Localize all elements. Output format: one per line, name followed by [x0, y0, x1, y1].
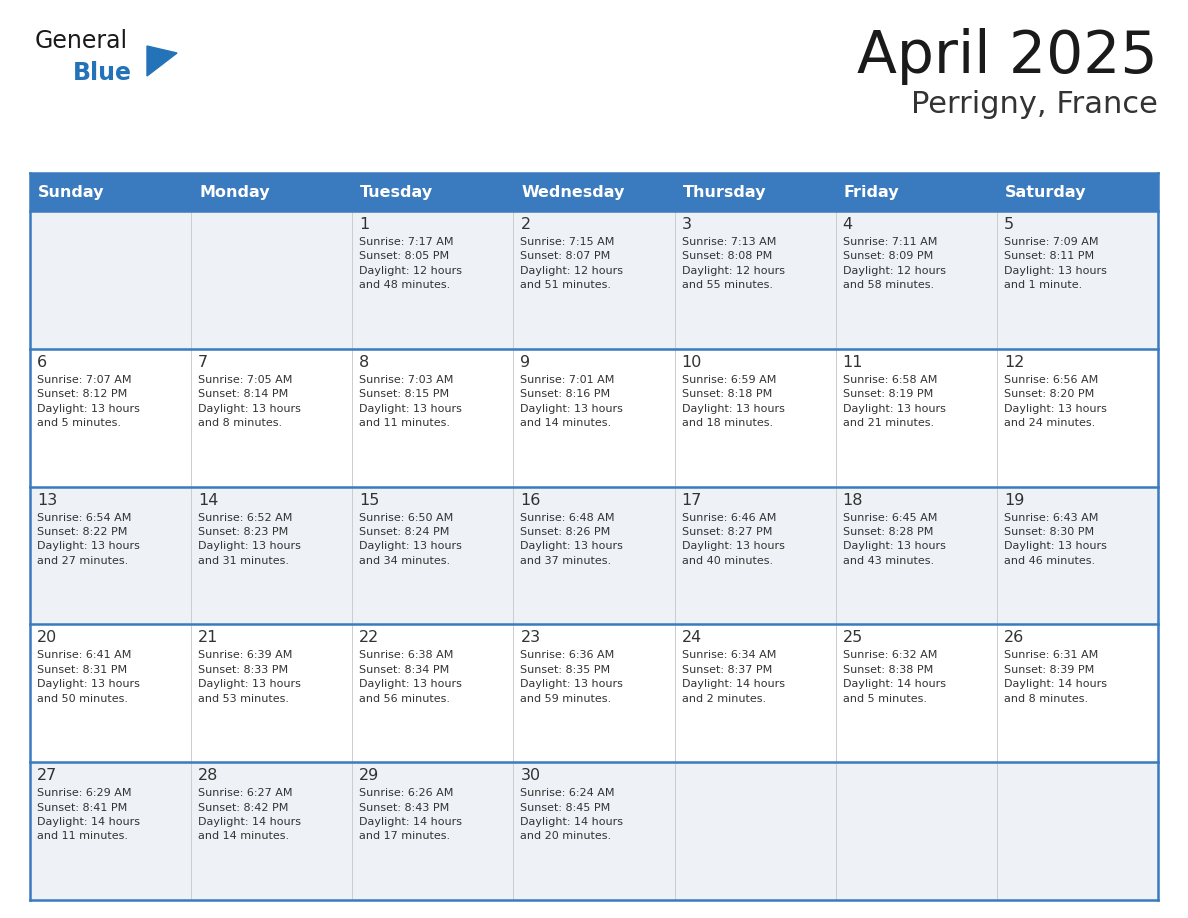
Text: 5: 5	[1004, 217, 1015, 232]
Text: Sunrise: 7:07 AM
Sunset: 8:12 PM
Daylight: 13 hours
and 5 minutes.: Sunrise: 7:07 AM Sunset: 8:12 PM Dayligh…	[37, 375, 140, 428]
Bar	[30, 487, 1158, 624]
Text: 11: 11	[842, 354, 864, 370]
Text: Sunrise: 7:13 AM
Sunset: 8:08 PM
Daylight: 12 hours
and 55 minutes.: Sunrise: 7:13 AM Sunset: 8:08 PM Dayligh…	[682, 237, 784, 290]
Text: 13: 13	[37, 493, 57, 508]
Text: Sunrise: 6:43 AM
Sunset: 8:30 PM
Daylight: 13 hours
and 46 minutes.: Sunrise: 6:43 AM Sunset: 8:30 PM Dayligh…	[1004, 512, 1107, 565]
Text: 6: 6	[37, 354, 48, 370]
Text: 18: 18	[842, 493, 864, 508]
Text: 29: 29	[359, 768, 379, 783]
Bar	[30, 624, 1158, 762]
Text: 3: 3	[682, 217, 691, 232]
Text: 12: 12	[1004, 354, 1024, 370]
Text: Sunrise: 6:32 AM
Sunset: 8:38 PM
Daylight: 14 hours
and 5 minutes.: Sunrise: 6:32 AM Sunset: 8:38 PM Dayligh…	[842, 650, 946, 703]
Text: 19: 19	[1004, 493, 1024, 508]
Text: 20: 20	[37, 631, 57, 645]
Text: 7: 7	[198, 354, 208, 370]
Text: 26: 26	[1004, 631, 1024, 645]
Text: Sunrise: 6:41 AM
Sunset: 8:31 PM
Daylight: 13 hours
and 50 minutes.: Sunrise: 6:41 AM Sunset: 8:31 PM Dayligh…	[37, 650, 140, 703]
Text: 21: 21	[198, 631, 219, 645]
Text: Saturday: Saturday	[1005, 185, 1086, 199]
Text: Sunrise: 6:34 AM
Sunset: 8:37 PM
Daylight: 14 hours
and 2 minutes.: Sunrise: 6:34 AM Sunset: 8:37 PM Dayligh…	[682, 650, 784, 703]
Text: 25: 25	[842, 631, 862, 645]
Text: Sunrise: 7:09 AM
Sunset: 8:11 PM
Daylight: 13 hours
and 1 minute.: Sunrise: 7:09 AM Sunset: 8:11 PM Dayligh…	[1004, 237, 1107, 290]
Bar	[30, 173, 1158, 211]
Polygon shape	[147, 46, 177, 76]
Text: 8: 8	[359, 354, 369, 370]
Text: 1: 1	[359, 217, 369, 232]
Text: Thursday: Thursday	[683, 185, 766, 199]
Text: 30: 30	[520, 768, 541, 783]
Bar	[30, 211, 1158, 349]
Text: 28: 28	[198, 768, 219, 783]
Text: Sunrise: 6:46 AM
Sunset: 8:27 PM
Daylight: 13 hours
and 40 minutes.: Sunrise: 6:46 AM Sunset: 8:27 PM Dayligh…	[682, 512, 784, 565]
Text: Sunrise: 6:36 AM
Sunset: 8:35 PM
Daylight: 13 hours
and 59 minutes.: Sunrise: 6:36 AM Sunset: 8:35 PM Dayligh…	[520, 650, 624, 703]
Text: Sunrise: 6:59 AM
Sunset: 8:18 PM
Daylight: 13 hours
and 18 minutes.: Sunrise: 6:59 AM Sunset: 8:18 PM Dayligh…	[682, 375, 784, 428]
Text: Blue: Blue	[72, 61, 132, 85]
Text: 14: 14	[198, 493, 219, 508]
Text: 16: 16	[520, 493, 541, 508]
Text: Friday: Friday	[843, 185, 899, 199]
Text: Sunrise: 7:11 AM
Sunset: 8:09 PM
Daylight: 12 hours
and 58 minutes.: Sunrise: 7:11 AM Sunset: 8:09 PM Dayligh…	[842, 237, 946, 290]
Text: Sunrise: 6:56 AM
Sunset: 8:20 PM
Daylight: 13 hours
and 24 minutes.: Sunrise: 6:56 AM Sunset: 8:20 PM Dayligh…	[1004, 375, 1107, 428]
Text: 2: 2	[520, 217, 531, 232]
Text: Sunrise: 6:26 AM
Sunset: 8:43 PM
Daylight: 14 hours
and 17 minutes.: Sunrise: 6:26 AM Sunset: 8:43 PM Dayligh…	[359, 789, 462, 842]
Text: Sunrise: 6:50 AM
Sunset: 8:24 PM
Daylight: 13 hours
and 34 minutes.: Sunrise: 6:50 AM Sunset: 8:24 PM Dayligh…	[359, 512, 462, 565]
Text: Wednesday: Wednesday	[522, 185, 625, 199]
Bar	[30, 762, 1158, 900]
Text: Sunrise: 7:17 AM
Sunset: 8:05 PM
Daylight: 12 hours
and 48 minutes.: Sunrise: 7:17 AM Sunset: 8:05 PM Dayligh…	[359, 237, 462, 290]
Text: Sunday: Sunday	[38, 185, 105, 199]
Text: April 2025: April 2025	[858, 28, 1158, 85]
Text: Sunrise: 6:39 AM
Sunset: 8:33 PM
Daylight: 13 hours
and 53 minutes.: Sunrise: 6:39 AM Sunset: 8:33 PM Dayligh…	[198, 650, 301, 703]
Bar	[30, 349, 1158, 487]
Text: Sunrise: 6:45 AM
Sunset: 8:28 PM
Daylight: 13 hours
and 43 minutes.: Sunrise: 6:45 AM Sunset: 8:28 PM Dayligh…	[842, 512, 946, 565]
Text: 27: 27	[37, 768, 57, 783]
Text: Sunrise: 6:48 AM
Sunset: 8:26 PM
Daylight: 13 hours
and 37 minutes.: Sunrise: 6:48 AM Sunset: 8:26 PM Dayligh…	[520, 512, 624, 565]
Text: 4: 4	[842, 217, 853, 232]
Text: Tuesday: Tuesday	[360, 185, 434, 199]
Text: 17: 17	[682, 493, 702, 508]
Text: 15: 15	[359, 493, 380, 508]
Text: Sunrise: 6:24 AM
Sunset: 8:45 PM
Daylight: 14 hours
and 20 minutes.: Sunrise: 6:24 AM Sunset: 8:45 PM Dayligh…	[520, 789, 624, 842]
Text: Sunrise: 6:58 AM
Sunset: 8:19 PM
Daylight: 13 hours
and 21 minutes.: Sunrise: 6:58 AM Sunset: 8:19 PM Dayligh…	[842, 375, 946, 428]
Text: 9: 9	[520, 354, 531, 370]
Text: Sunrise: 6:31 AM
Sunset: 8:39 PM
Daylight: 14 hours
and 8 minutes.: Sunrise: 6:31 AM Sunset: 8:39 PM Dayligh…	[1004, 650, 1107, 703]
Text: 24: 24	[682, 631, 702, 645]
Text: Sunrise: 6:54 AM
Sunset: 8:22 PM
Daylight: 13 hours
and 27 minutes.: Sunrise: 6:54 AM Sunset: 8:22 PM Dayligh…	[37, 512, 140, 565]
Text: Sunrise: 6:27 AM
Sunset: 8:42 PM
Daylight: 14 hours
and 14 minutes.: Sunrise: 6:27 AM Sunset: 8:42 PM Dayligh…	[198, 789, 301, 842]
Text: 23: 23	[520, 631, 541, 645]
Text: 10: 10	[682, 354, 702, 370]
Text: Monday: Monday	[200, 185, 270, 199]
Text: Sunrise: 7:05 AM
Sunset: 8:14 PM
Daylight: 13 hours
and 8 minutes.: Sunrise: 7:05 AM Sunset: 8:14 PM Dayligh…	[198, 375, 301, 428]
Text: Perrigny, France: Perrigny, France	[911, 90, 1158, 119]
Text: Sunrise: 7:03 AM
Sunset: 8:15 PM
Daylight: 13 hours
and 11 minutes.: Sunrise: 7:03 AM Sunset: 8:15 PM Dayligh…	[359, 375, 462, 428]
Text: 22: 22	[359, 631, 379, 645]
Text: Sunrise: 7:15 AM
Sunset: 8:07 PM
Daylight: 12 hours
and 51 minutes.: Sunrise: 7:15 AM Sunset: 8:07 PM Dayligh…	[520, 237, 624, 290]
Text: Sunrise: 6:38 AM
Sunset: 8:34 PM
Daylight: 13 hours
and 56 minutes.: Sunrise: 6:38 AM Sunset: 8:34 PM Dayligh…	[359, 650, 462, 703]
Text: General: General	[34, 29, 128, 53]
Text: Sunrise: 6:52 AM
Sunset: 8:23 PM
Daylight: 13 hours
and 31 minutes.: Sunrise: 6:52 AM Sunset: 8:23 PM Dayligh…	[198, 512, 301, 565]
Text: Sunrise: 7:01 AM
Sunset: 8:16 PM
Daylight: 13 hours
and 14 minutes.: Sunrise: 7:01 AM Sunset: 8:16 PM Dayligh…	[520, 375, 624, 428]
Text: Sunrise: 6:29 AM
Sunset: 8:41 PM
Daylight: 14 hours
and 11 minutes.: Sunrise: 6:29 AM Sunset: 8:41 PM Dayligh…	[37, 789, 140, 842]
